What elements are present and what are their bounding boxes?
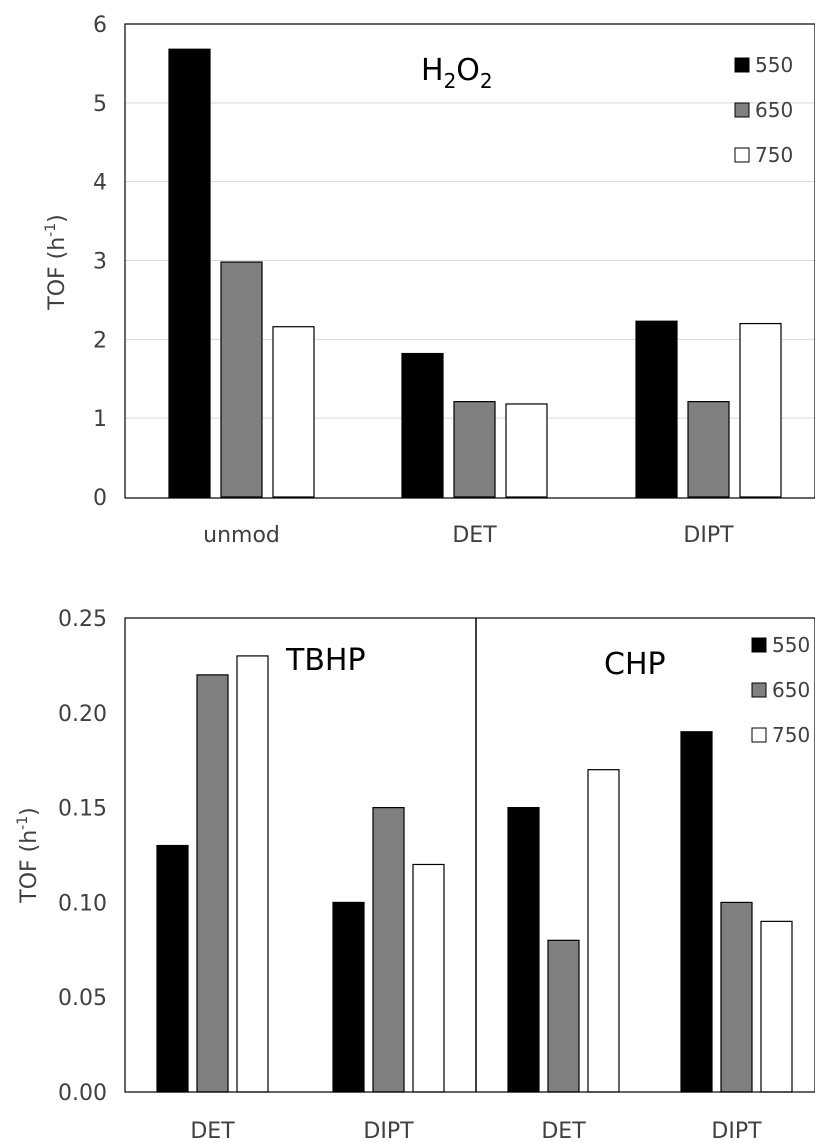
bar-550-det	[507, 806, 540, 1093]
bar-650-dipt	[720, 901, 753, 1093]
bar-650-dipt	[372, 806, 405, 1093]
legend2-item-750: 750	[751, 723, 810, 747]
tbhp-chp-legend: 550 650 750	[751, 633, 810, 747]
legend-label-650: 650	[755, 98, 793, 122]
bar-750-dipt	[412, 863, 445, 1093]
y-tick-label: 2	[93, 328, 107, 353]
h2o2-bars	[168, 48, 782, 498]
y-tick-label: 6	[93, 13, 107, 38]
y-tick-label: 0.05	[58, 986, 107, 1011]
bar-650-det	[453, 401, 496, 498]
y-tick-label: 0.00	[58, 1081, 107, 1106]
bar-750-det	[505, 403, 548, 498]
category-label: DET	[452, 523, 497, 548]
bar-650-det	[547, 939, 580, 1093]
bar-550-dipt	[635, 320, 678, 498]
bar-550-det	[156, 844, 189, 1093]
legend2-swatch-550	[751, 637, 767, 653]
bar-750-det	[587, 769, 620, 1093]
tbhp-chp-category-labels: DET DIPT DET DIPT	[190, 1119, 762, 1142]
category-label: unmod	[203, 523, 280, 548]
bar-650-unmod	[220, 261, 263, 498]
tbhp-chp-chart: 0.000.050.100.150.200.25 DET DIPT DET DIPT …	[15, 607, 815, 1142]
tbhp-chp-bars	[156, 655, 793, 1093]
y-tick-label: 0.15	[58, 797, 107, 822]
legend2-label-650: 650	[772, 678, 810, 702]
legend-label-550: 550	[755, 53, 793, 77]
legend2-label-750: 750	[772, 723, 810, 747]
bar-750-unmod	[272, 326, 315, 498]
y-tick-label: 1	[93, 407, 107, 432]
legend-swatch-750	[734, 147, 750, 163]
category-label: DIPT	[363, 1119, 414, 1142]
h2o2-y-tick-labels: 0 1 2 3 4 5 6	[93, 13, 107, 511]
tbhp-chp-y-axis-label: TOF (h-1)	[15, 807, 42, 904]
legend2-item-550: 550	[751, 633, 810, 657]
bar-550-dipt	[332, 901, 365, 1093]
bar-550-det	[401, 352, 444, 498]
tbhp-chp-y-tick-labels: 0.00 0.05 0.10 0.15 0.20 0.25	[58, 607, 107, 1106]
tbhp-panel-label: TBHP	[285, 643, 366, 678]
bar-750-dipt	[760, 920, 793, 1093]
legend-swatch-650	[734, 102, 750, 118]
bar-550-unmod	[168, 48, 211, 498]
y-tick-label: 0.10	[58, 891, 107, 916]
category-label: DIPT	[711, 1119, 762, 1142]
y-tick-label: 3	[93, 250, 107, 275]
category-label: DET	[190, 1119, 235, 1142]
h2o2-chart-title: H2O2	[421, 53, 493, 93]
bar-750-dipt	[739, 322, 782, 498]
category-label: DET	[541, 1119, 586, 1142]
y-tick-label: 0	[93, 486, 107, 511]
bar-650-dipt	[687, 401, 730, 498]
bar-750-det	[236, 655, 269, 1093]
legend2-swatch-750	[751, 727, 767, 743]
legend2-swatch-650	[751, 682, 767, 698]
legend-item-750: 750	[734, 143, 793, 167]
legend-item-550: 550	[734, 53, 793, 77]
legend2-label-550: 550	[772, 633, 810, 657]
legend-swatch-550	[734, 57, 750, 73]
category-label: DIPT	[683, 523, 734, 548]
tbhp-chp-plot-border	[124, 617, 815, 1093]
y-tick-label: 5	[93, 92, 107, 117]
h2o2-chart: 0 1 2 3 4 5 6 unmod DET DIPT H2O2 TOF (h-1) 550 …	[43, 13, 815, 548]
y-tick-label: 0.20	[58, 702, 107, 727]
y-tick-label: 4	[93, 171, 107, 196]
legend-label-750: 750	[755, 143, 793, 167]
legend2-item-650: 650	[751, 678, 810, 702]
h2o2-category-labels: unmod DET DIPT	[203, 523, 734, 548]
y-tick-label: 0.25	[58, 607, 107, 632]
h2o2-legend: 550 650 750	[734, 53, 793, 167]
h2o2-y-axis-label: TOF (h-1)	[43, 214, 70, 311]
legend-item-650: 650	[734, 98, 793, 122]
chp-panel-label: CHP	[604, 647, 666, 682]
bar-650-det	[196, 674, 229, 1093]
h2o2-plot-border	[124, 23, 815, 499]
bar-550-dipt	[680, 731, 713, 1093]
